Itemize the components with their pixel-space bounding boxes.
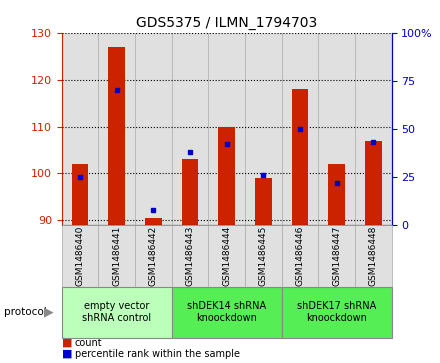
Text: GSM1486448: GSM1486448 [369, 226, 378, 286]
Text: GSM1486441: GSM1486441 [112, 226, 121, 286]
Bar [182, 159, 198, 225]
Text: shDEK14 shRNA
knoockdown: shDEK14 shRNA knoockdown [187, 301, 266, 323]
Bar [328, 164, 345, 225]
Bar [365, 140, 381, 225]
Text: GSM1486446: GSM1486446 [295, 226, 304, 286]
Text: shDEK17 shRNA
knoockdown: shDEK17 shRNA knoockdown [297, 301, 376, 323]
Bar [62, 33, 98, 225]
Bar [145, 218, 161, 225]
Bar [98, 33, 135, 225]
Text: empty vector
shRNA control: empty vector shRNA control [82, 301, 151, 323]
Text: GSM1486442: GSM1486442 [149, 226, 158, 286]
Bar [318, 33, 355, 225]
Text: GSM1486447: GSM1486447 [332, 226, 341, 286]
Bar [208, 33, 245, 225]
Bar [72, 164, 88, 225]
Bar [108, 47, 125, 225]
Bar [245, 33, 282, 225]
Text: GSM1486443: GSM1486443 [185, 226, 194, 286]
Text: ■: ■ [62, 338, 72, 348]
Text: GSM1486440: GSM1486440 [75, 226, 84, 286]
Text: GSM1486445: GSM1486445 [259, 226, 268, 286]
Bar [218, 127, 235, 225]
Text: protocol: protocol [4, 307, 47, 317]
Bar [255, 178, 271, 225]
Bar [282, 33, 318, 225]
Bar [135, 33, 172, 225]
Text: count: count [75, 338, 103, 348]
Bar [292, 89, 308, 225]
Text: ▶: ▶ [44, 306, 54, 319]
Title: GDS5375 / ILMN_1794703: GDS5375 / ILMN_1794703 [136, 16, 317, 30]
Bar [355, 33, 392, 225]
Text: ■: ■ [62, 349, 72, 359]
Text: GSM1486444: GSM1486444 [222, 226, 231, 286]
Text: percentile rank within the sample: percentile rank within the sample [75, 349, 240, 359]
Bar [172, 33, 208, 225]
